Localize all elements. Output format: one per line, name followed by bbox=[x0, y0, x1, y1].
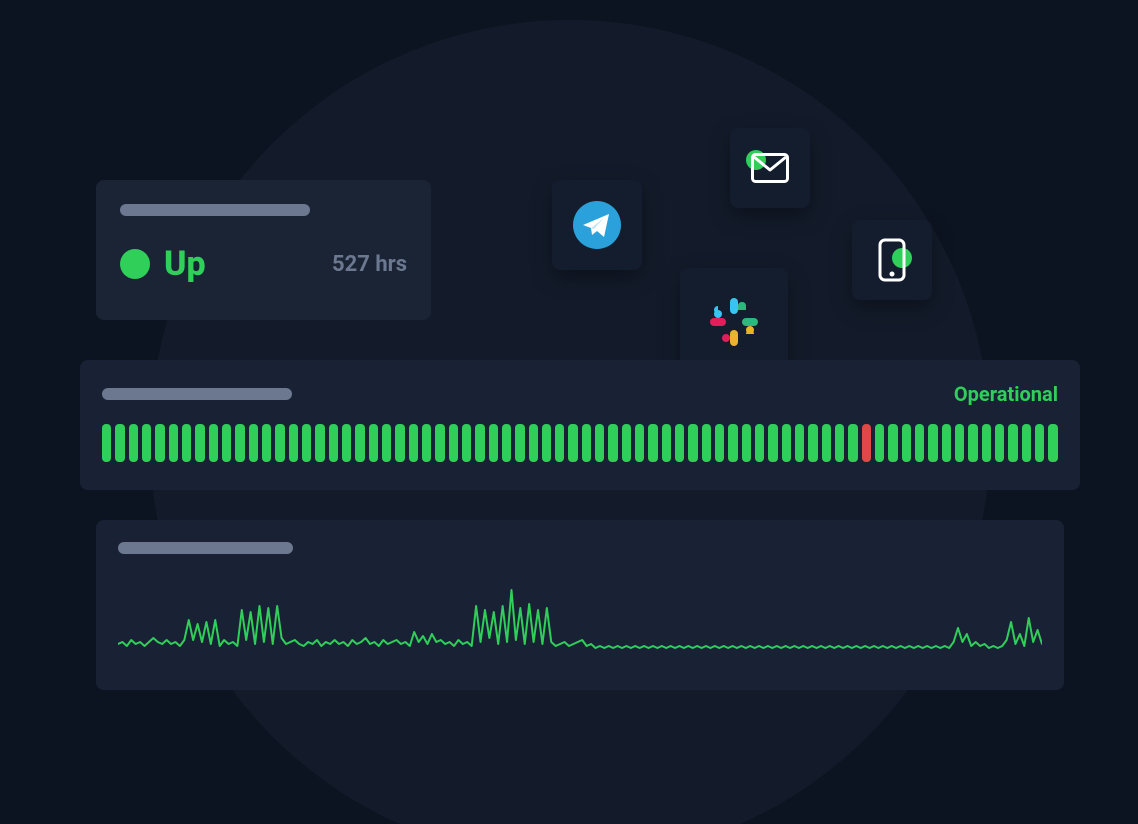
uptime-bar bbox=[1022, 424, 1031, 462]
uptime-bar bbox=[289, 424, 298, 462]
response-time-card bbox=[96, 520, 1064, 690]
uptime-bar bbox=[648, 424, 657, 462]
operational-label: Operational bbox=[954, 382, 1058, 406]
uptime-history-card: Operational bbox=[80, 360, 1080, 490]
uptime-bar bbox=[795, 424, 804, 462]
uptime-bar bbox=[942, 424, 951, 462]
uptime-bar bbox=[742, 424, 751, 462]
uptime-bar bbox=[515, 424, 524, 462]
uptime-bar bbox=[862, 424, 871, 462]
uptime-bar bbox=[755, 424, 764, 462]
uptime-bar bbox=[369, 424, 378, 462]
uptime-bar bbox=[235, 424, 244, 462]
uptime-bar bbox=[782, 424, 791, 462]
uptime-bar bbox=[422, 424, 431, 462]
chart-title-skeleton bbox=[118, 542, 293, 554]
uptime-bar bbox=[968, 424, 977, 462]
uptime-bar bbox=[355, 424, 364, 462]
phone-tile bbox=[852, 220, 932, 300]
uptime-bar bbox=[155, 424, 164, 462]
uptime-bar bbox=[195, 424, 204, 462]
slack-icon bbox=[706, 294, 762, 350]
uptime-bar bbox=[102, 424, 111, 462]
uptime-status-left: Up bbox=[120, 244, 206, 284]
email-icon bbox=[751, 153, 789, 183]
telegram-tile bbox=[552, 180, 642, 270]
uptime-bar bbox=[502, 424, 511, 462]
uptime-bar bbox=[808, 424, 817, 462]
uptime-bar bbox=[875, 424, 884, 462]
uptime-bar bbox=[169, 424, 178, 462]
uptime-bar bbox=[302, 424, 311, 462]
uptime-bar bbox=[702, 424, 711, 462]
uptime-bar bbox=[635, 424, 644, 462]
uptime-status-row: Up 527 hrs bbox=[120, 244, 407, 284]
uptime-bar bbox=[822, 424, 831, 462]
uptime-bar bbox=[209, 424, 218, 462]
uptime-bar bbox=[595, 424, 604, 462]
uptime-bar bbox=[315, 424, 324, 462]
uptime-bar bbox=[489, 424, 498, 462]
uptime-bar bbox=[462, 424, 471, 462]
uptime-bar bbox=[568, 424, 577, 462]
uptime-bar bbox=[955, 424, 964, 462]
uptime-bar bbox=[409, 424, 418, 462]
uptime-title-skeleton bbox=[120, 204, 310, 216]
uptime-bar bbox=[449, 424, 458, 462]
uptime-bar bbox=[1048, 424, 1057, 462]
uptime-bar bbox=[182, 424, 191, 462]
uptime-bar bbox=[928, 424, 937, 462]
uptime-bar bbox=[582, 424, 591, 462]
uptime-bar bbox=[435, 424, 444, 462]
uptime-history-title-skeleton bbox=[102, 388, 292, 400]
uptime-bar bbox=[915, 424, 924, 462]
uptime-bar bbox=[222, 424, 231, 462]
uptime-bar bbox=[1035, 424, 1044, 462]
uptime-bar bbox=[262, 424, 271, 462]
telegram-icon bbox=[573, 201, 621, 249]
uptime-bar bbox=[275, 424, 284, 462]
uptime-bar bbox=[622, 424, 631, 462]
uptime-status-card: Up 527 hrs bbox=[96, 180, 431, 320]
uptime-bar bbox=[768, 424, 777, 462]
uptime-bar bbox=[542, 424, 551, 462]
dashboard-stage: Up 527 hrs bbox=[0, 0, 1138, 824]
uptime-bar bbox=[129, 424, 138, 462]
uptime-bar bbox=[555, 424, 564, 462]
uptime-bar bbox=[249, 424, 258, 462]
status-dot-icon bbox=[120, 249, 150, 279]
uptime-bar bbox=[688, 424, 697, 462]
email-tile bbox=[730, 128, 810, 208]
uptime-bar bbox=[1008, 424, 1017, 462]
uptime-bar bbox=[529, 424, 538, 462]
uptime-bars-row bbox=[102, 424, 1058, 462]
uptime-bar bbox=[115, 424, 124, 462]
uptime-bar bbox=[715, 424, 724, 462]
status-label: Up bbox=[164, 244, 206, 284]
uptime-bar bbox=[382, 424, 391, 462]
phone-icon bbox=[878, 238, 906, 282]
uptime-bar bbox=[848, 424, 857, 462]
uptime-bar bbox=[835, 424, 844, 462]
uptime-bar bbox=[329, 424, 338, 462]
uptime-bar bbox=[902, 424, 911, 462]
uptime-bar bbox=[475, 424, 484, 462]
uptime-bar bbox=[395, 424, 404, 462]
uptime-bar bbox=[888, 424, 897, 462]
uptime-bar bbox=[142, 424, 151, 462]
uptime-history-header: Operational bbox=[102, 382, 1058, 406]
uptime-bar bbox=[662, 424, 671, 462]
uptime-bar bbox=[728, 424, 737, 462]
uptime-bar bbox=[608, 424, 617, 462]
uptime-bar bbox=[982, 424, 991, 462]
response-time-chart bbox=[118, 562, 1042, 672]
uptime-hours: 527 hrs bbox=[332, 252, 407, 277]
uptime-bar bbox=[342, 424, 351, 462]
response-time-line bbox=[118, 590, 1042, 648]
uptime-bar bbox=[675, 424, 684, 462]
uptime-bar bbox=[995, 424, 1004, 462]
